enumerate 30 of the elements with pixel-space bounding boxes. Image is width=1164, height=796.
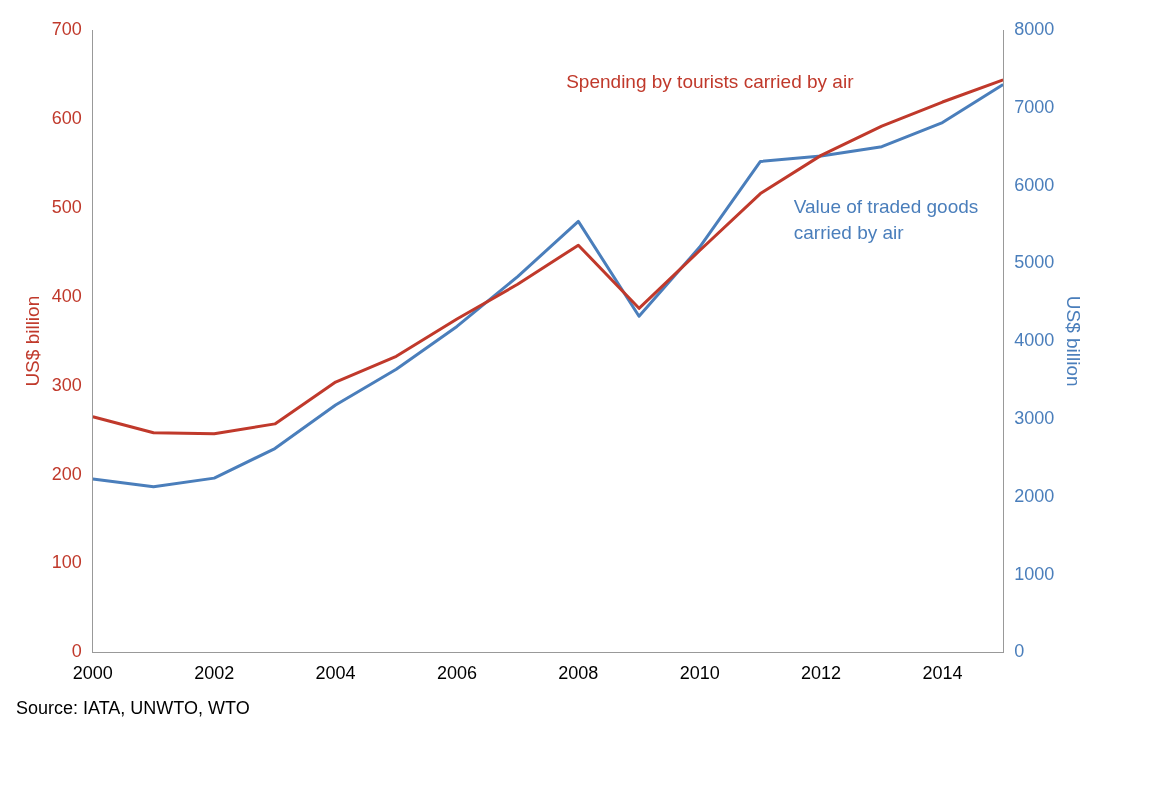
y2-tick-label: 0 [1014, 641, 1025, 662]
y-tick-label: 0 [71, 641, 82, 662]
x-tick-label: 2012 [801, 663, 842, 684]
y-tick-label: 400 [51, 285, 82, 306]
text: Spending by tourists carried by air [566, 71, 855, 93]
y2-tick-label: 8000 [1014, 18, 1055, 39]
y2-tick-label: 2000 [1014, 485, 1055, 506]
y2-tick-label: 6000 [1014, 174, 1055, 195]
y-tick-label: 500 [51, 196, 82, 217]
y2-tick-label: 7000 [1014, 96, 1055, 117]
y2-axis-title: US$ billion [1063, 295, 1085, 387]
source-note: Source: IATA, UNWTO, WTO [16, 698, 250, 719]
x-tick-label: 2000 [72, 663, 113, 684]
y2-tick-label: 1000 [1014, 563, 1055, 584]
x-tick-label: 2002 [194, 663, 235, 684]
y-axis-title: US$ billion [21, 295, 43, 387]
y2-tick-label: 3000 [1014, 407, 1055, 428]
y-tick-label: 600 [51, 107, 82, 128]
x-tick-label: 2006 [436, 663, 477, 684]
x-tick-label: 2008 [558, 663, 599, 684]
y-tick-label: 300 [51, 374, 82, 395]
y2-tick-label: 4000 [1014, 330, 1055, 351]
x-tick-label: 2014 [922, 663, 963, 684]
x-tick-label: 2010 [679, 663, 720, 684]
x-tick-label: 2004 [315, 663, 356, 684]
y2-tick-label: 5000 [1014, 252, 1055, 273]
y-tick-label: 700 [51, 18, 82, 39]
y-tick-label: 200 [51, 463, 82, 484]
y-tick-label: 100 [51, 552, 82, 573]
series-label: Value of traded goods carried by air [793, 195, 979, 243]
